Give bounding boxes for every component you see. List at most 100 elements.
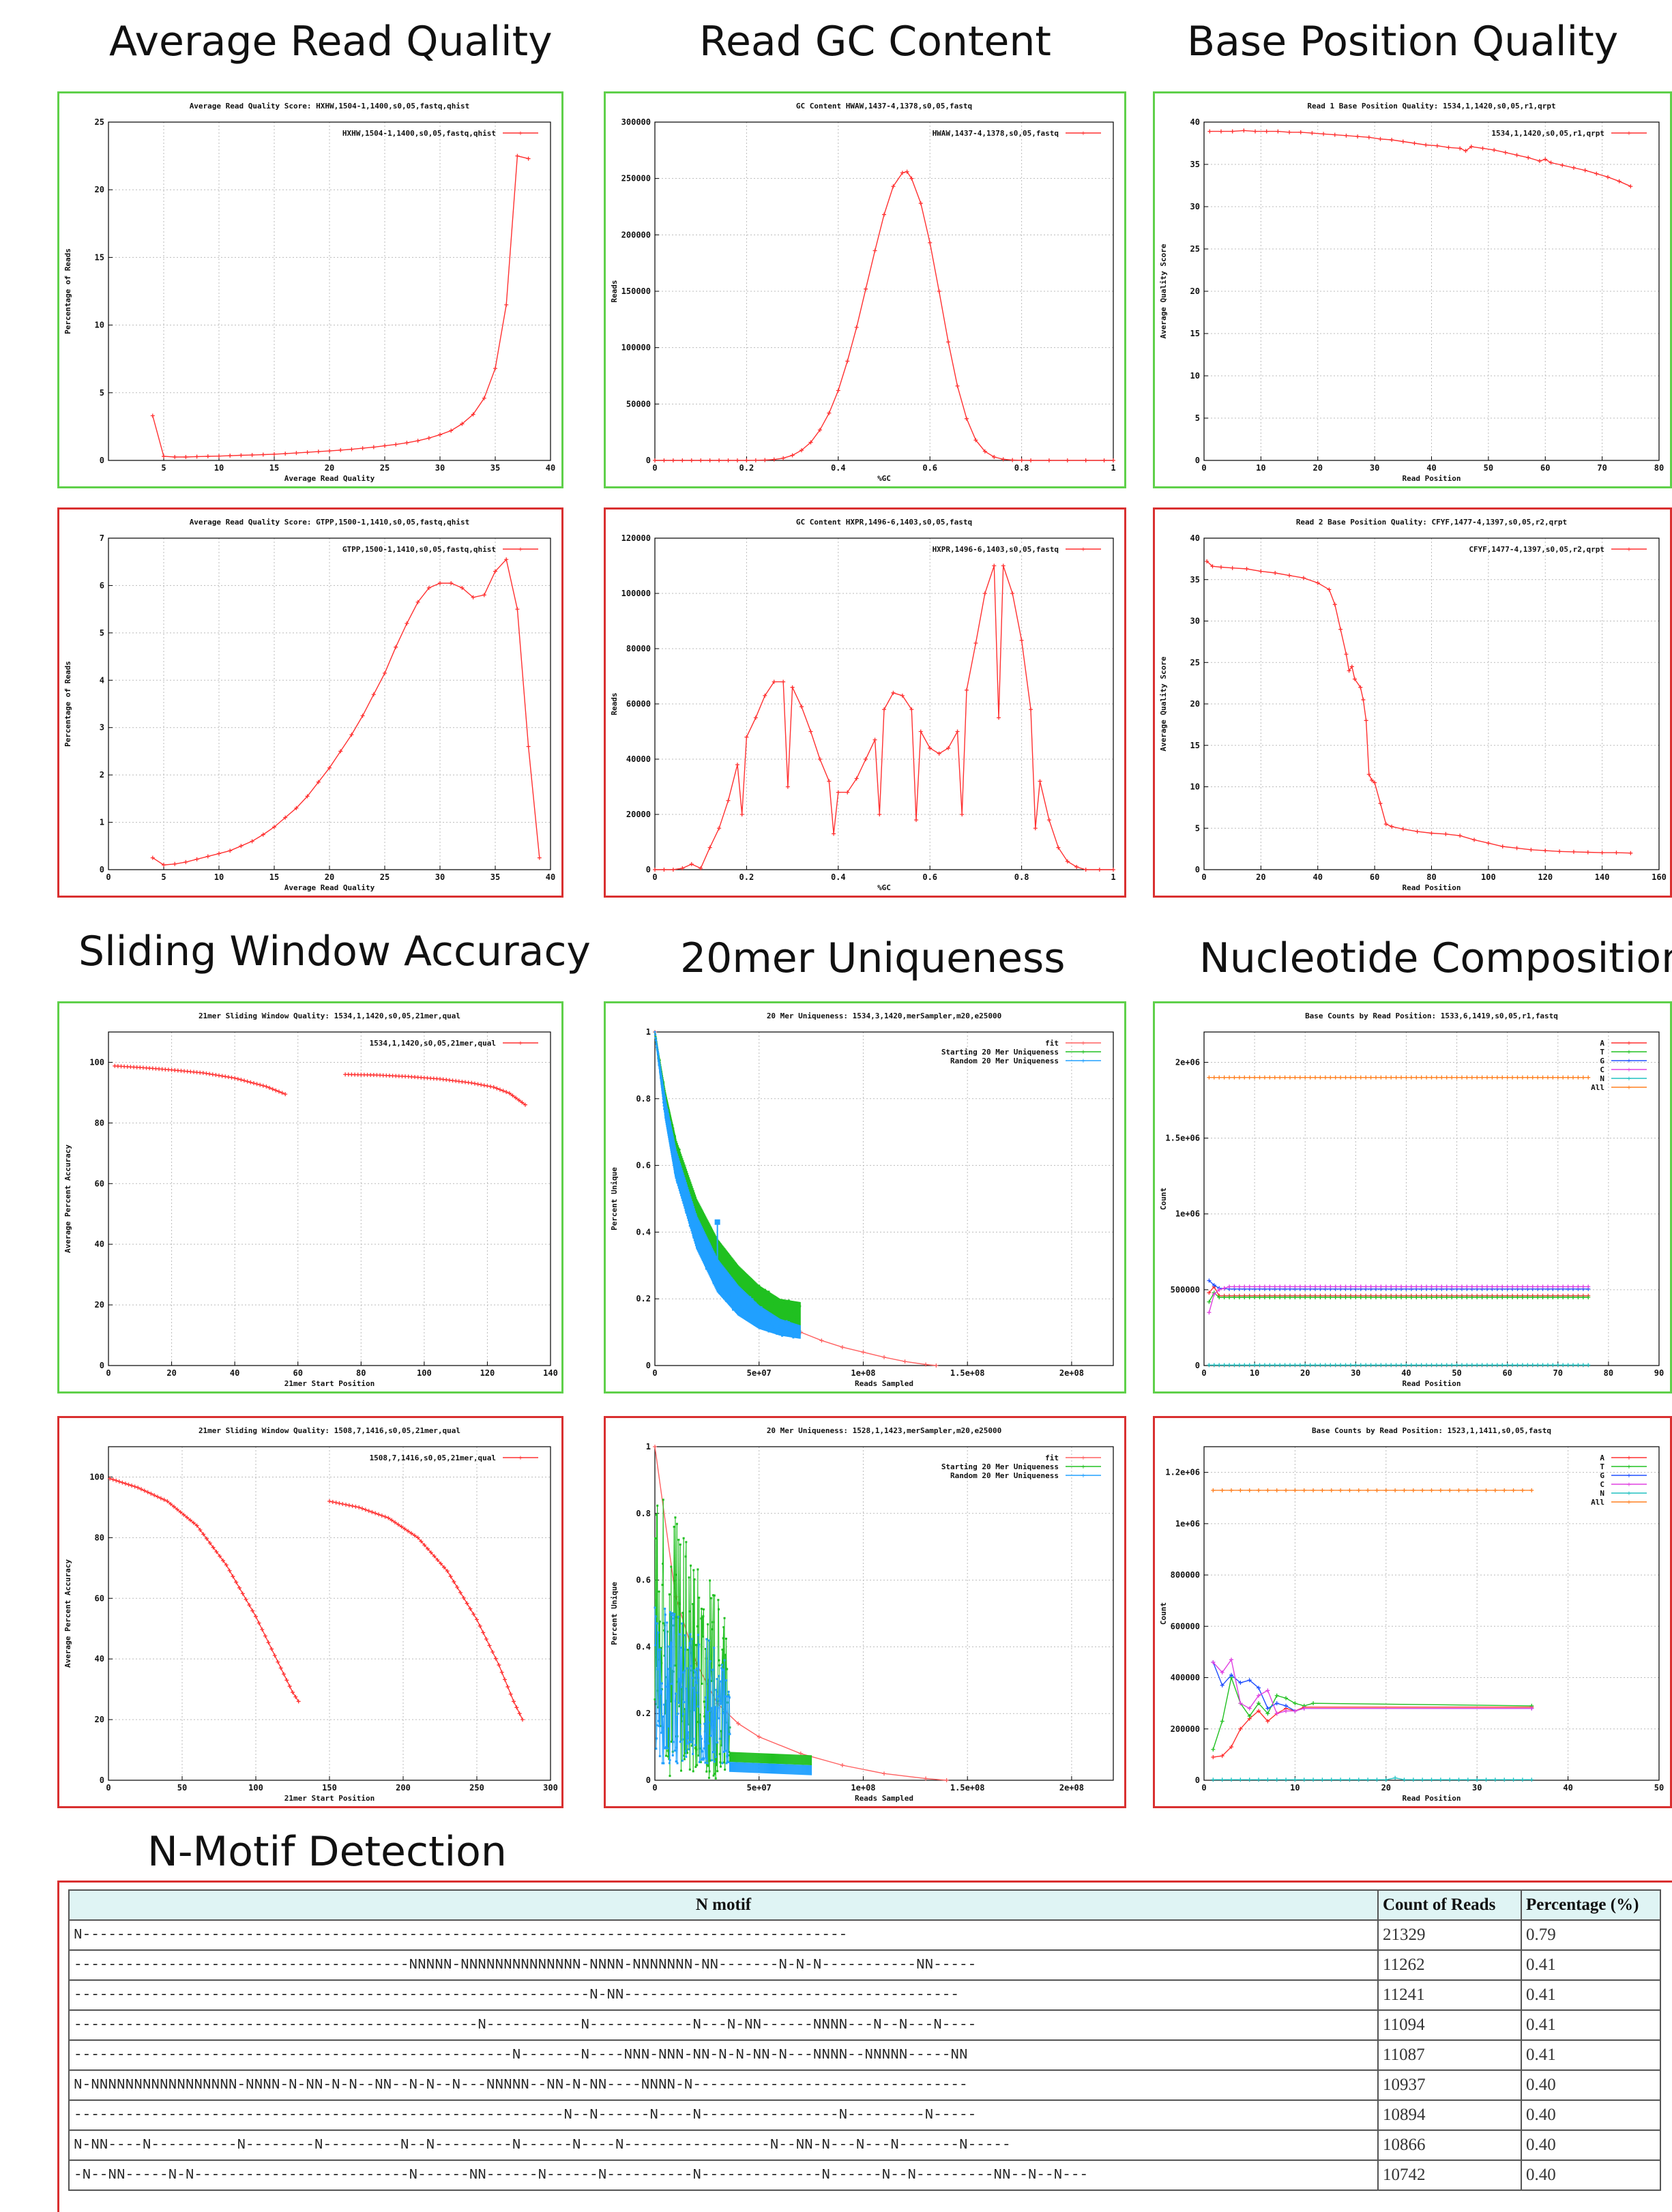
data-point	[674, 1516, 677, 1519]
noise-segment	[675, 1694, 677, 1762]
plot-area-frame	[1203, 121, 1660, 461]
y-tick-label: 20	[95, 185, 104, 194]
data-point	[1520, 1075, 1525, 1080]
noise-segment	[712, 1670, 714, 1722]
chart-svg: GC Content HWAW,1437-4,1378,s0,05,fastq 0…	[610, 102, 1116, 483]
data-point	[228, 454, 233, 458]
y-tick-label: 0	[100, 1775, 104, 1785]
data-point	[419, 1539, 424, 1544]
data-point	[266, 1640, 271, 1645]
data-point	[181, 1512, 186, 1517]
data-point	[482, 1083, 486, 1088]
data-point	[503, 1677, 508, 1682]
data-point	[1323, 1075, 1328, 1080]
data-point	[1293, 1363, 1297, 1368]
data-point	[698, 1643, 701, 1646]
data-point	[1358, 685, 1363, 690]
data-point	[709, 1660, 712, 1663]
data-point	[405, 441, 409, 445]
x-tick-label: 200	[396, 1783, 411, 1793]
data-point	[688, 1610, 691, 1612]
data-point	[245, 1079, 250, 1084]
data-point	[1274, 1778, 1279, 1782]
data-point	[422, 1543, 427, 1548]
data-point	[655, 1039, 658, 1042]
data-point	[1475, 1284, 1480, 1289]
data-point	[1495, 1284, 1499, 1289]
data-point	[250, 1608, 255, 1613]
data-point	[207, 1072, 212, 1076]
data-point	[1265, 1719, 1270, 1724]
data-point	[840, 1763, 845, 1767]
y-tick-label: 50000	[626, 399, 651, 409]
chart-svg: GC Content HXPR,1496-6,1403,s0,05,fastq 0…	[610, 518, 1116, 892]
data-point	[1394, 1295, 1398, 1299]
x-axis-label: 21mer Start Position	[284, 1794, 375, 1803]
data-point	[406, 1529, 411, 1533]
table-row: ----------------------------------------…	[68, 2099, 1661, 2131]
data-point	[261, 1083, 265, 1088]
data-point	[353, 1504, 358, 1509]
data-point	[1220, 1488, 1224, 1492]
data-point	[662, 1629, 665, 1632]
data-point	[679, 1543, 681, 1546]
data-point	[1434, 1284, 1439, 1289]
data-point	[710, 1707, 713, 1709]
data-point	[670, 1565, 673, 1568]
data-point	[390, 1518, 394, 1522]
plot-area-frame	[108, 1446, 551, 1781]
chart-svg: Read 1 Base Position Quality: 1534,1,142…	[1159, 102, 1664, 483]
data-point	[694, 1670, 697, 1673]
data-point	[934, 1363, 939, 1368]
data-point	[728, 1695, 731, 1698]
data-point	[1338, 1778, 1343, 1782]
data-point	[1205, 559, 1209, 564]
noise-segment	[722, 1670, 724, 1713]
x-tick-label: 25	[380, 463, 390, 473]
data-point	[1490, 1075, 1495, 1080]
data-point	[1378, 801, 1383, 806]
data-point	[1419, 1075, 1424, 1080]
y-tick-label: 200000	[1171, 1724, 1200, 1734]
data-point	[1543, 849, 1548, 853]
data-point	[205, 854, 210, 859]
legend-entry: HXHW,1504-1,1400,s0,05,fastq,qhist	[342, 129, 496, 138]
data-point	[383, 1514, 387, 1519]
x-tick-label: 15	[269, 872, 279, 882]
data-point	[1409, 1295, 1413, 1299]
data-point	[1303, 1284, 1308, 1289]
data-point	[1412, 141, 1417, 145]
data-point	[1287, 1075, 1292, 1080]
series-line	[1209, 130, 1631, 187]
y-tick-label: 0	[1195, 1775, 1200, 1785]
data-point	[1378, 136, 1383, 141]
data-point	[504, 557, 509, 562]
data-point	[1272, 1284, 1277, 1289]
legend: 1534,1,1420,s0,05,r1,qrpt +	[1491, 129, 1647, 138]
data-point	[928, 746, 933, 750]
data-point	[653, 458, 657, 462]
data-point	[964, 416, 969, 421]
data-point	[1529, 1706, 1534, 1711]
noise-segment	[696, 1683, 698, 1693]
x-tick-label: 0	[652, 463, 657, 473]
data-point	[751, 1298, 754, 1301]
y-tick-label: 0	[100, 865, 104, 874]
data-point	[272, 452, 276, 456]
data-point	[445, 1569, 450, 1574]
x-tick-label: 1e+08	[851, 1783, 875, 1793]
data-point	[1321, 132, 1326, 136]
data-point	[1338, 627, 1343, 632]
x-tick-label: 20	[1313, 463, 1323, 473]
noise-segment	[729, 1733, 730, 1752]
data-point	[1505, 1075, 1510, 1080]
x-tick-label: 60	[1502, 1368, 1512, 1378]
data-point	[1586, 1363, 1591, 1368]
data-point	[658, 1755, 661, 1758]
data-point	[664, 1613, 666, 1616]
data-point	[1010, 591, 1015, 595]
legend-entry: Random 20 Mer Uniqueness	[950, 1057, 1059, 1065]
data-point	[162, 454, 166, 459]
noise-segment	[714, 1709, 716, 1762]
noise-segment	[667, 1668, 669, 1686]
